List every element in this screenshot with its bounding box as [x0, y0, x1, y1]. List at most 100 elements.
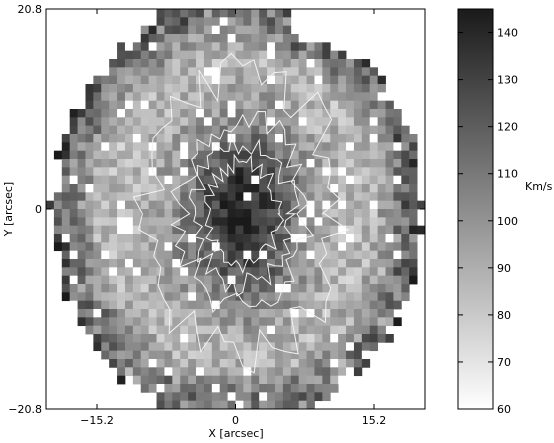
- heatmap-cell: [243, 209, 252, 218]
- heatmap-cell: [164, 109, 173, 118]
- heatmap-cell: [369, 275, 379, 285]
- heatmap-cell: [172, 92, 181, 102]
- heatmap-cell: [109, 150, 118, 160]
- heatmap-cell: [267, 167, 276, 177]
- heatmap-cell: [203, 342, 213, 352]
- heatmap-cell: [385, 175, 394, 185]
- heatmap-cell: [180, 25, 189, 35]
- heatmap-cell: [243, 350, 252, 360]
- heatmap-cell: [369, 234, 379, 243]
- heatmap-cell: [188, 34, 197, 43]
- heatmap-cell: [85, 134, 94, 143]
- heatmap-cell: [117, 250, 126, 260]
- heatmap-cell: [346, 125, 355, 135]
- heatmap-cell: [196, 34, 205, 43]
- heatmap-cell: [306, 375, 315, 385]
- heatmap-cell: [306, 209, 315, 218]
- heatmap-cell: [330, 342, 339, 352]
- heatmap-cell: [290, 59, 300, 68]
- heatmap-cell: [338, 275, 347, 285]
- heatmap-cell: [251, 167, 260, 177]
- heatmap-cell: [156, 217, 165, 227]
- heatmap-cell: [314, 217, 323, 227]
- heatmap-cell: [409, 259, 418, 268]
- heatmap-cell: [306, 367, 315, 377]
- heatmap-cell: [259, 234, 268, 243]
- heatmap-cell: [346, 200, 355, 210]
- heatmap-cell: [93, 275, 102, 285]
- heatmap-cell: [306, 250, 315, 260]
- heatmap-cell: [274, 25, 284, 35]
- heatmap-cell: [243, 50, 252, 60]
- heatmap-cell: [377, 150, 386, 160]
- heatmap-cell: [251, 200, 260, 210]
- heatmap-cell: [361, 350, 371, 360]
- heatmap-cell: [188, 325, 197, 335]
- heatmap-cell: [140, 275, 150, 285]
- heatmap-cell: [322, 350, 331, 360]
- heatmap-cell: [85, 225, 94, 235]
- heatmap-cell: [243, 342, 252, 352]
- heatmap-cell: [148, 384, 157, 393]
- heatmap-cell: [180, 125, 189, 135]
- heatmap-cell: [101, 84, 110, 93]
- heatmap-cell: [132, 150, 142, 160]
- heatmap-cell: [346, 167, 355, 177]
- heatmap-cell: [93, 75, 102, 85]
- heatmap-cell: [188, 300, 197, 310]
- heatmap-cell: [69, 125, 78, 135]
- heatmap-cell: [219, 134, 229, 143]
- heatmap-cell: [203, 259, 213, 268]
- heatmap-cell: [409, 142, 418, 152]
- heatmap-cell: [124, 350, 134, 360]
- heatmap-cell: [132, 342, 142, 352]
- heatmap-cell: [243, 200, 252, 210]
- heatmap-cell: [132, 209, 142, 218]
- heatmap-cell: [101, 142, 110, 152]
- heatmap-cell: [338, 375, 347, 385]
- heatmap-cell: [290, 75, 300, 85]
- heatmap-cell: [251, 92, 260, 102]
- heatmap-cell: [93, 167, 102, 177]
- heatmap-cell: [180, 34, 189, 43]
- heatmap-cell: [172, 209, 181, 218]
- heatmap-cell: [53, 225, 63, 235]
- heatmap-cell: [69, 184, 78, 193]
- heatmap-cell: [259, 92, 268, 102]
- heatmap-cell: [140, 192, 150, 202]
- heatmap-cell: [361, 125, 371, 135]
- heatmap-cell: [235, 134, 244, 143]
- heatmap-cell: [69, 300, 78, 310]
- heatmap-cell: [164, 184, 173, 193]
- heatmap-cell: [203, 50, 213, 60]
- heatmap-cell: [235, 242, 244, 252]
- heatmap-cell: [330, 225, 339, 235]
- heatmap-cell: [227, 284, 236, 293]
- heatmap-cell: [188, 392, 197, 402]
- heatmap-cell: [140, 359, 150, 368]
- heatmap-cell: [77, 217, 86, 227]
- heatmap-cell: [267, 259, 276, 268]
- heatmap-cell: [156, 134, 165, 143]
- heatmap-cell: [235, 400, 244, 410]
- heatmap-cell: [330, 350, 339, 360]
- heatmap-cell: [235, 225, 244, 235]
- heatmap-cell: [267, 59, 276, 68]
- heatmap-cell: [188, 109, 197, 118]
- heatmap-cell: [243, 217, 252, 227]
- heatmap-cell: [132, 234, 142, 243]
- heatmap-cell: [259, 184, 268, 193]
- heatmap-cell: [109, 125, 118, 135]
- heatmap-cell: [235, 109, 244, 118]
- heatmap-cell: [164, 50, 173, 60]
- heatmap-cell: [298, 317, 307, 327]
- heatmap-cell: [338, 267, 347, 277]
- heatmap-cell: [77, 259, 86, 268]
- heatmap-cell: [235, 25, 244, 35]
- heatmap-cell: [180, 367, 189, 377]
- heatmap-cell: [211, 34, 221, 43]
- heatmap-cell: [132, 100, 142, 110]
- heatmap-cell: [180, 400, 189, 410]
- heatmap-cell: [132, 334, 142, 343]
- heatmap-cell: [117, 350, 126, 360]
